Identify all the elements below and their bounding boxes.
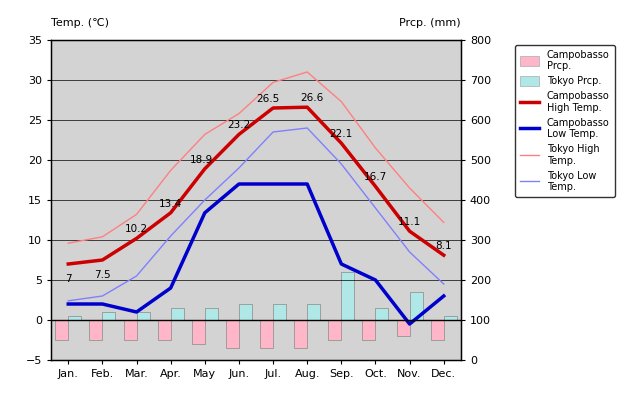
Bar xyxy=(55,320,68,340)
Text: 13.4: 13.4 xyxy=(159,199,182,209)
Bar xyxy=(410,292,422,320)
Text: Temp. (℃): Temp. (℃) xyxy=(51,18,109,28)
Bar xyxy=(294,320,307,348)
Bar xyxy=(362,320,376,340)
Text: 18.9: 18.9 xyxy=(190,155,213,165)
Text: 26.5: 26.5 xyxy=(257,94,280,104)
Bar xyxy=(273,304,286,320)
Text: Prcp. (mm): Prcp. (mm) xyxy=(399,18,461,28)
Text: 10.2: 10.2 xyxy=(125,224,148,234)
Text: 8.1: 8.1 xyxy=(435,241,452,251)
Bar xyxy=(90,320,102,340)
Text: 7.5: 7.5 xyxy=(94,270,111,280)
Bar xyxy=(68,316,81,320)
Bar xyxy=(376,308,388,320)
Bar xyxy=(431,320,444,340)
Bar xyxy=(226,320,239,348)
Bar xyxy=(171,308,184,320)
Text: 16.7: 16.7 xyxy=(364,172,387,182)
Bar xyxy=(341,272,355,320)
Bar xyxy=(328,320,341,340)
Bar xyxy=(205,308,218,320)
Text: 7: 7 xyxy=(65,274,72,284)
Bar xyxy=(124,320,136,340)
Bar xyxy=(136,312,150,320)
Bar xyxy=(239,304,252,320)
Legend: Campobasso
Prcp., Tokyo Prcp., Campobasso
High Temp., Campobasso
Low Temp., Toky: Campobasso Prcp., Tokyo Prcp., Campobass… xyxy=(515,45,614,197)
Text: 11.1: 11.1 xyxy=(398,217,421,227)
Bar xyxy=(157,320,171,340)
Bar xyxy=(102,312,115,320)
Bar xyxy=(444,316,457,320)
Text: 23.2: 23.2 xyxy=(227,120,250,130)
Text: 22.1: 22.1 xyxy=(330,129,353,139)
Bar xyxy=(397,320,410,336)
Text: 26.6: 26.6 xyxy=(301,93,324,103)
Bar xyxy=(307,304,320,320)
Bar xyxy=(260,320,273,348)
Bar xyxy=(192,320,205,344)
